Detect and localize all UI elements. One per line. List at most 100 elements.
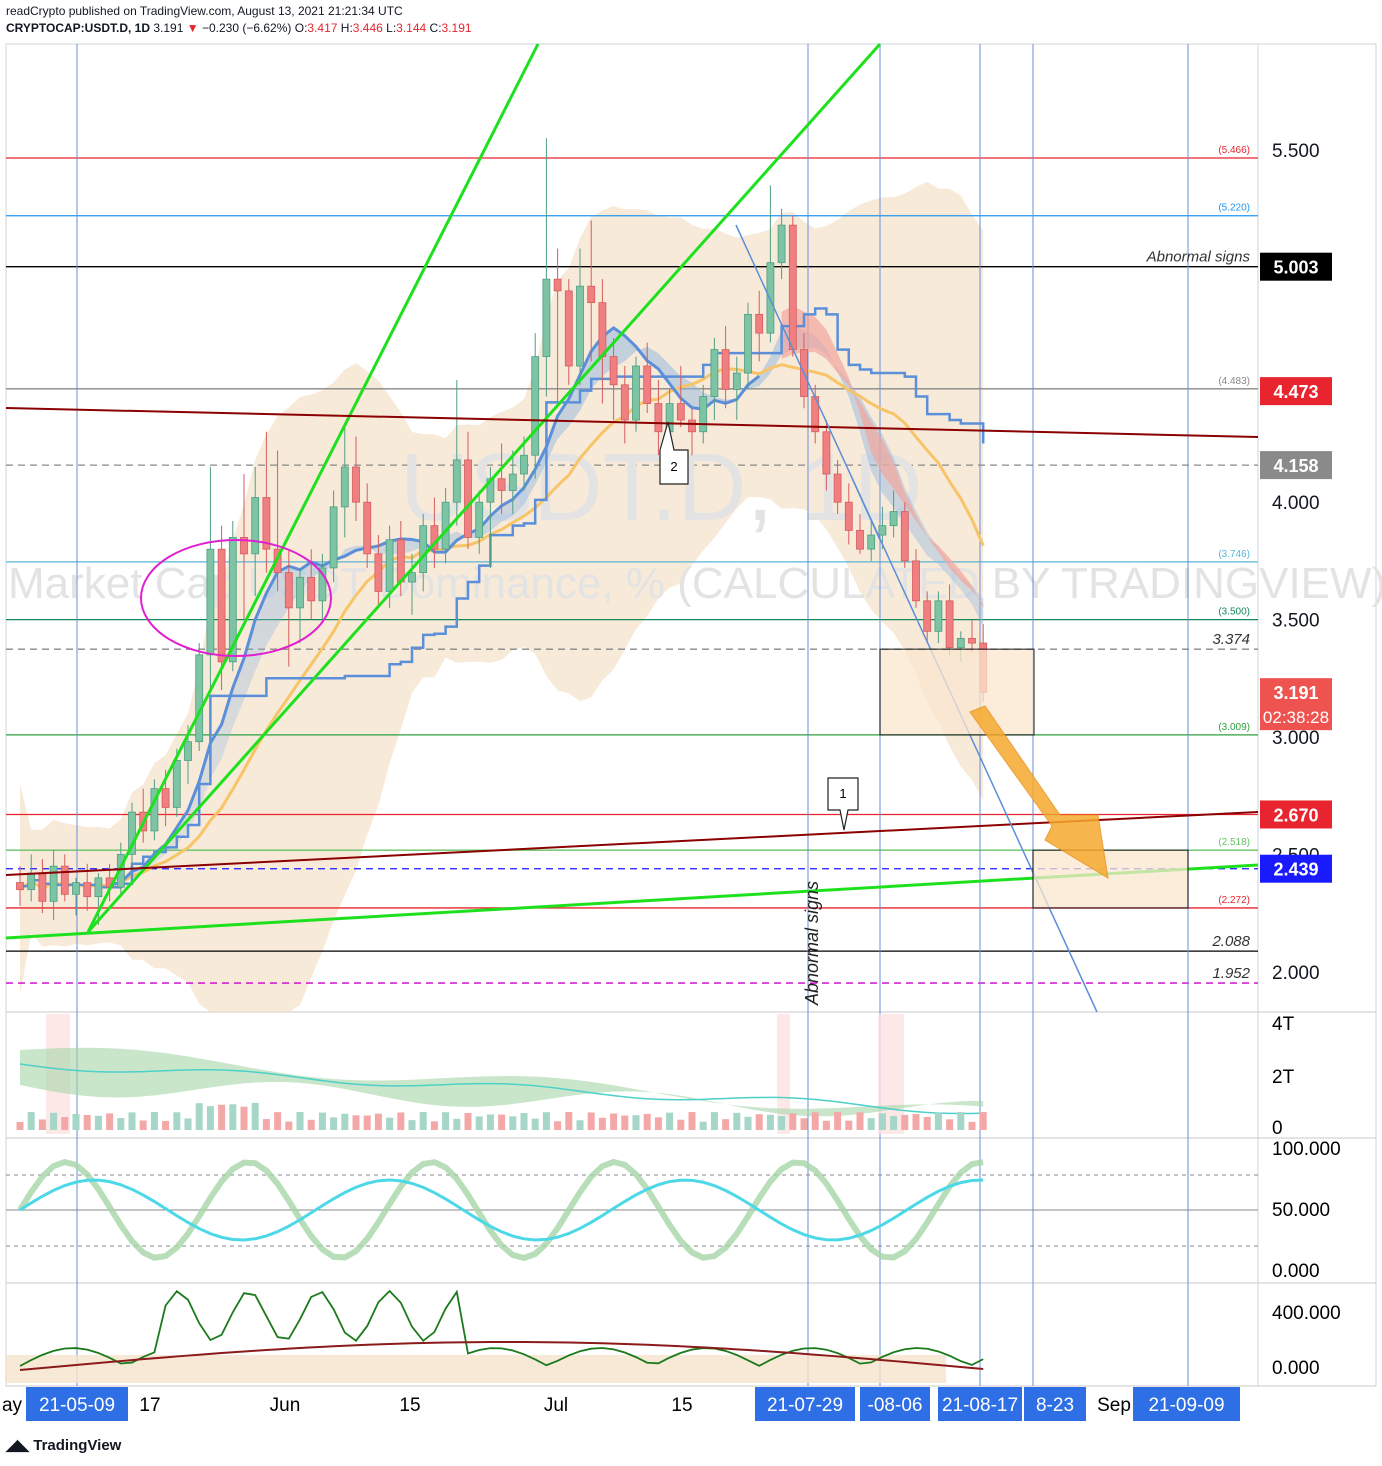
callout-2: [659, 421, 689, 485]
candle: [452, 459, 461, 503]
price-tag-value: 4.473: [1273, 382, 1318, 402]
price-tick: 3.500: [1272, 611, 1320, 632]
volume-bar: [755, 1114, 763, 1130]
symbol-label[interactable]: CRYPTOCAP:USDT.D, 1D: [6, 21, 151, 35]
candle: [710, 349, 719, 397]
candle: [72, 882, 80, 895]
time-tag: [26, 1387, 128, 1421]
volume-bar: [16, 1122, 24, 1130]
level-label: 2.088: [1211, 933, 1250, 950]
volume-bar: [666, 1112, 674, 1130]
level-label: (5.220): [1218, 203, 1250, 214]
close-label: C:: [429, 21, 442, 35]
volume-bar: [218, 1104, 226, 1130]
level-label: (2.272): [1218, 895, 1250, 906]
volume-bar: [27, 1112, 35, 1130]
price-tick: 3.000: [1272, 728, 1320, 749]
time-tag: [755, 1387, 855, 1421]
candle: [228, 537, 237, 663]
candle: [531, 356, 540, 456]
level-label: 1.952: [1212, 965, 1250, 982]
volume-bar: [890, 1115, 898, 1130]
candle: [788, 224, 797, 350]
candle: [766, 262, 775, 334]
volume-bar: [744, 1116, 752, 1130]
vo-tick: 0.000: [1272, 1358, 1320, 1379]
volume-bar: [94, 1115, 102, 1130]
time-tick: Jun: [270, 1395, 301, 1416]
candle: [116, 854, 125, 888]
volume-bar: [330, 1117, 338, 1130]
volume-bar: [285, 1121, 293, 1130]
volume-bar: [778, 1116, 786, 1130]
low-value: 3.144: [396, 21, 427, 35]
candle: [94, 877, 103, 898]
volume-bar: [733, 1112, 741, 1130]
volume-bar: [374, 1113, 382, 1130]
candle: [587, 285, 596, 304]
volume-bar: [587, 1112, 595, 1130]
low-label: L:: [386, 21, 397, 35]
candle: [676, 403, 685, 421]
callout-1: [827, 777, 859, 831]
candle: [844, 501, 853, 531]
downtrend-ribbon: [781, 305, 984, 609]
volume-bar: [173, 1112, 181, 1130]
time-tag: [938, 1387, 1022, 1421]
volume-bar: [923, 1116, 931, 1130]
price-tag: [1260, 854, 1332, 883]
candle: [251, 497, 260, 555]
stoch-tick: 0.000: [1272, 1261, 1320, 1282]
volume-bar: [498, 1114, 506, 1130]
publisher-line: readCrypto published on TradingView.com,…: [6, 4, 403, 18]
tradingview-logo-icon: ◢◣: [6, 1437, 30, 1454]
stoch-d: [19, 1178, 984, 1242]
level-label: (3.009): [1218, 722, 1250, 733]
trendline: [5, 407, 1259, 438]
volume-bar: [206, 1106, 214, 1130]
price-tag-countdown: 02:38:28: [1263, 708, 1329, 727]
candle: [643, 365, 652, 404]
volume-bar: [453, 1118, 461, 1130]
watermark-description: Market Cap USDT Dominance, % (CALCULATED…: [8, 559, 1382, 608]
volume-tick: 0: [1272, 1118, 1283, 1139]
volume-bar: [901, 1114, 909, 1130]
volume-bar: [341, 1113, 349, 1130]
volume-bar: [822, 1120, 830, 1130]
time-tick: ay: [2, 1395, 23, 1416]
candle: [900, 511, 909, 562]
volume-bar: [710, 1112, 718, 1130]
candle: [240, 537, 248, 555]
price-tick: 2.000: [1272, 963, 1320, 984]
volume-bar: [419, 1112, 427, 1130]
volume-bar: [318, 1112, 326, 1130]
candle: [934, 600, 943, 632]
change-value: −0.230 (−6.62%): [201, 21, 292, 35]
candle: [598, 302, 607, 358]
volume-bar: [643, 1113, 651, 1130]
time-tag: [1133, 1387, 1240, 1421]
candle: [632, 365, 640, 421]
candle: [296, 576, 304, 609]
volume-bar: [610, 1113, 618, 1130]
candle: [184, 741, 192, 761]
level-label: Abnormal signs: [1146, 249, 1251, 266]
candle: [923, 600, 932, 632]
volume-bar: [520, 1113, 528, 1130]
candle: [576, 285, 584, 367]
tradingview-logo[interactable]: ◢◣ TradingView: [6, 1436, 121, 1454]
close-value: 3.191: [441, 21, 472, 35]
volume-bar: [464, 1113, 472, 1130]
candle: [408, 572, 416, 583]
price-tag: [1260, 800, 1332, 829]
volume-bar: [397, 1112, 405, 1130]
volume-bar: [856, 1112, 864, 1130]
candle: [688, 419, 696, 433]
candle: [396, 539, 405, 583]
price-tag: [1260, 377, 1332, 406]
trendline: [86, 43, 540, 933]
candle: [878, 525, 887, 536]
time-tick: Sep: [1097, 1395, 1131, 1416]
volume-bar: [766, 1114, 774, 1130]
